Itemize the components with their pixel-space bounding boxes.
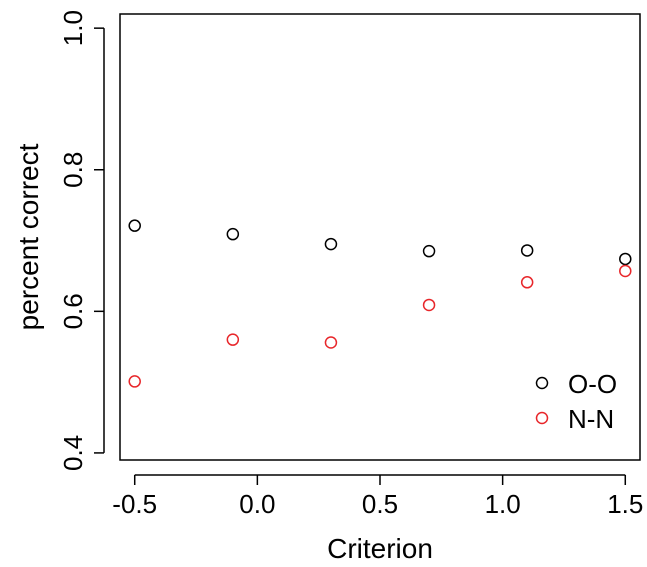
- data-point-series-1: [324, 336, 338, 349]
- data-point-series-0: [324, 237, 338, 251]
- data-points: [128, 219, 632, 388]
- x-tick-label: 0.0: [239, 489, 275, 519]
- y-axis: 0.4 0.6 0.8 1.0: [58, 10, 105, 471]
- legend-label-o-o: O-O: [568, 369, 617, 399]
- data-point-series-0: [520, 244, 534, 257]
- legend: O-O N-N: [535, 369, 617, 434]
- y-tick-label: 0.8: [58, 152, 88, 188]
- x-tick-label: 0.5: [362, 489, 398, 519]
- x-axis-title: Criterion: [327, 533, 433, 564]
- data-point-series-0: [619, 252, 632, 266]
- legend-label-n-n: N-N: [568, 404, 614, 434]
- plot-area-frame: [119, 13, 641, 461]
- y-axis-title: percent correct: [13, 143, 44, 330]
- legend-marker-n-n: [535, 411, 549, 425]
- y-tick-label: 0.4: [58, 435, 88, 471]
- data-point-series-1: [520, 276, 534, 289]
- x-tick-label: 1.0: [485, 489, 521, 519]
- data-point-series-0: [128, 219, 141, 232]
- y-tick-label: 0.6: [58, 293, 88, 329]
- data-point-series-0: [422, 244, 436, 258]
- data-point-series-1: [128, 375, 141, 388]
- x-tick-label: 1.5: [607, 489, 643, 519]
- data-point-series-1: [226, 333, 240, 346]
- data-point-series-1: [619, 264, 632, 278]
- y-tick-label: 1.0: [58, 10, 88, 46]
- data-point-series-1: [422, 298, 436, 312]
- x-axis: -0.5 0.0 0.5 1.0 1.5: [112, 474, 643, 519]
- data-point-series-0: [226, 227, 240, 241]
- x-tick-label: -0.5: [112, 489, 157, 519]
- legend-marker-o-o: [535, 376, 549, 390]
